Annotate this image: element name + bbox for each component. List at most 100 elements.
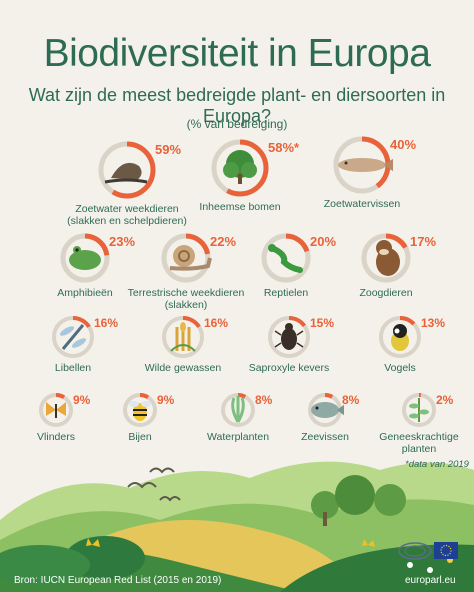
herb-icon [409,398,429,422]
species-item: 59% Zoetwater weekdieren (slakken en schel… [67,141,187,227]
species-label-line2: planten [401,443,437,455]
species-label: Zeevissen [245,431,405,443]
frog-icon [69,246,101,270]
species-label-line1: Geneeskrachtige [379,431,459,443]
species-label-line1: Inheemse bomen [199,201,281,213]
threat-percentage: 9% [157,393,175,407]
threat-ring [361,233,411,283]
species-label: Amphibieën [5,287,165,299]
threat-percentage: 58%* [268,140,300,155]
species-label: Waterplanten [158,431,318,443]
bee-icon [129,401,151,421]
species-label: Terrestrische weekdieren (slakken) [106,287,266,311]
species-item: 23% Amphibieën [57,233,135,299]
species-item: 13% Vogels [379,316,445,374]
parliament-logo [398,542,458,560]
species-label-line1: Zoetwater weekdieren [75,203,179,215]
tree-icon [223,150,257,184]
species-label-line1: Zoetwatervissen [323,198,401,210]
threat-percentage: 9% [73,393,91,407]
species-item: 58%* Inheemse bomen [199,139,299,213]
threat-percentage: 59% [155,142,182,157]
otter-icon [376,240,400,276]
threat-arc [379,316,421,358]
species-label-line1: Bijen [128,431,152,443]
species-label: Geneeskrachtige planten [339,431,474,455]
threat-percentage: 40% [390,137,417,152]
threat-percentage: 20% [310,234,337,249]
threat-ring [98,141,156,199]
threat-arc [221,393,255,427]
species-label: Zoetwatervissen [282,198,442,210]
species-item: 2% Geneeskrachtige planten [379,393,459,455]
species-item: 40% Zoetwatervissen [324,136,416,210]
bird-icon [391,324,409,351]
unit-note: (% van bedreiging) [186,117,288,131]
species-label: Inheemse bomen [160,201,320,213]
date-note: *data van 2019 [405,459,469,470]
dragonfly-icon [59,324,87,350]
species-label: Wilde gewassen [103,362,263,374]
threat-arc [308,393,342,427]
species-label-line1: Waterplanten [206,431,270,443]
threat-arc [161,233,211,283]
threat-arc [261,233,311,283]
snail-icon [169,245,212,271]
threat-percentage: 16% [204,316,229,330]
threat-percentage: 2% [436,393,454,407]
species-item: 17% Zoogdieren [359,233,436,299]
species-label-line1: Vogels [384,362,416,374]
threat-ring [52,316,94,358]
threat-ring [221,393,255,427]
snail-shell-icon [104,162,148,184]
species-label: Vogels [320,362,474,374]
species-label-line1: Wilde gewassen [144,362,222,374]
site-link[interactable]: europarl.eu [405,575,456,586]
threat-arc [162,316,204,358]
page-title: Biodiversiteit in Europa [43,32,431,75]
threat-arc [60,233,110,283]
threat-percentage: 8% [342,393,360,407]
species-label-line1: Reptielen [263,287,309,299]
species-item: 9% Bijen [123,393,174,443]
threat-percentage: 15% [310,316,335,330]
species-label: Zoogdieren [306,287,466,299]
water-plant-icon [231,396,245,423]
threat-percentage: 16% [94,316,119,330]
threat-ring [123,393,157,427]
threat-ring [261,233,311,283]
species-item: 16% Libellen [52,316,118,374]
species-item: 22% Terrestrische weekdieren (slakken) [128,233,244,311]
species-item: 20% Reptielen [261,233,336,299]
beetle-icon [274,323,304,350]
species-item: 8% Zeevissen [301,393,359,443]
threat-arc [268,316,310,358]
species-label: Libellen [0,362,153,374]
page-subtitle: Wat zijn de meest bedreigde plant- en di… [28,85,446,126]
threat-ring [308,393,344,427]
threat-arc [123,393,157,427]
threat-ring [333,136,393,194]
species-label: Reptielen [206,287,366,299]
threat-arc [52,316,94,358]
butterfly-icon [46,402,66,418]
threat-arc [39,393,73,427]
threat-ring [211,139,269,197]
threat-ring [402,393,436,427]
species-label: Bijen [60,431,220,443]
species-item: 8% Waterplanten [207,393,272,443]
sea-fish-icon [311,402,344,418]
lizard-icon [268,244,303,273]
threat-ring [162,316,204,358]
threat-arc [402,393,436,427]
species-label: Zoetwater weekdieren (slakken en schelpdi… [47,203,207,227]
threat-arc [211,139,269,197]
species-label-line1: Libellen [54,362,92,374]
threat-arc [361,233,411,283]
threat-ring [379,316,421,358]
threat-percentage: 17% [410,234,437,249]
threat-percentage: 23% [109,234,136,249]
threat-percentage: 8% [255,393,273,407]
